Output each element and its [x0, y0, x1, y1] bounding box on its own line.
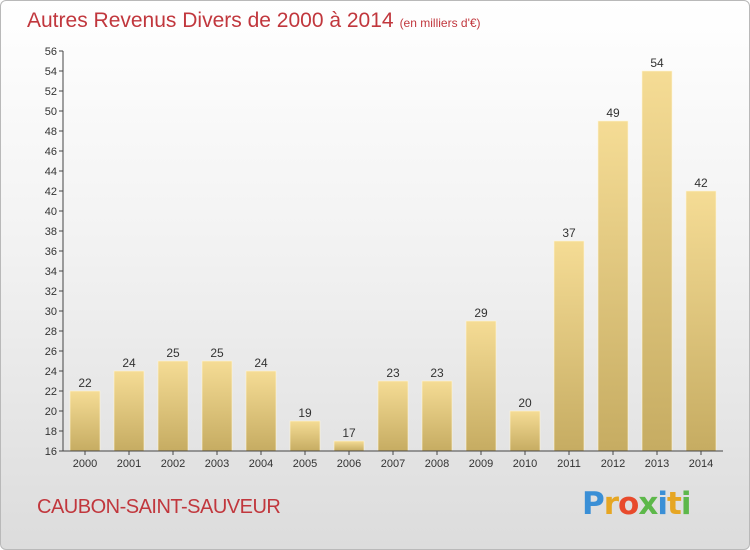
bar [245, 370, 277, 452]
logo-letter: i [680, 486, 692, 522]
bar [377, 380, 409, 452]
bar-value-label: 42 [694, 176, 708, 190]
y-tick-label: 32 [45, 286, 57, 298]
x-axis: 2000 2001 2002 2003 2004 2005 2006 2007 2008 2009… [63, 450, 723, 470]
logo-letter: i [657, 486, 668, 522]
logo-letter: t [666, 486, 682, 522]
bar-value-label: 22 [78, 376, 92, 390]
x-tick-label: 2007 [381, 458, 405, 470]
y-tick-label: 20 [45, 406, 57, 418]
bar-value-label: 37 [562, 226, 576, 240]
x-tick-label: 2008 [425, 458, 449, 470]
logo-letter: P [582, 486, 605, 522]
bar-value-label: 25 [166, 346, 180, 360]
bar [201, 360, 233, 452]
bar [685, 190, 717, 452]
bar [509, 410, 541, 452]
x-tick-label: 2006 [337, 458, 361, 470]
y-tick-label: 48 [45, 126, 57, 138]
bar-value-label: 17 [342, 426, 356, 440]
y-tick-label: 34 [45, 266, 57, 278]
y-tick-label: 42 [45, 186, 57, 198]
logo-letter: x [638, 486, 658, 522]
bar-value-label: 24 [254, 356, 268, 370]
bar [553, 240, 585, 452]
bar-value-label: 54 [650, 56, 664, 70]
y-tick-label: 30 [45, 306, 57, 318]
y-tick-label: 28 [45, 326, 57, 338]
proxiti-logo[interactable]: Proxiti [582, 486, 692, 522]
x-tick-label: 2000 [73, 458, 97, 470]
y-tick-label: 44 [45, 166, 57, 178]
bar [641, 70, 673, 452]
chart-title-text: Autres Revenus Divers de 2000 à 2014 [27, 9, 394, 32]
x-tick-label: 2009 [469, 458, 493, 470]
bar-value-label: 23 [386, 366, 400, 380]
bar [465, 320, 497, 452]
x-tick-label: 2012 [601, 458, 625, 470]
x-tick-label: 2014 [689, 458, 713, 470]
chart-title: Autres Revenus Divers de 2000 à 2014 (en … [27, 9, 481, 33]
y-tick-label: 46 [45, 146, 57, 158]
bar-value-label: 25 [210, 346, 224, 360]
x-tick-label: 2003 [205, 458, 229, 470]
y-tick-label: 16 [45, 446, 57, 458]
y-tick-label: 38 [45, 226, 57, 238]
y-tick-label: 40 [45, 206, 57, 218]
x-tick-label: 2005 [293, 458, 317, 470]
y-tick-label: 56 [45, 46, 57, 58]
x-tick-label: 2004 [249, 458, 273, 470]
x-tick-label: 2002 [161, 458, 185, 470]
y-tick-label: 26 [45, 346, 57, 358]
bar [69, 390, 101, 452]
bar [597, 120, 629, 452]
x-tick-label: 2011 [557, 458, 581, 470]
y-tick-label: 22 [45, 386, 57, 398]
x-tick-label: 2001 [117, 458, 141, 470]
y-tick-label: 52 [45, 86, 57, 98]
y-tick-label: 18 [45, 426, 57, 438]
bar [157, 360, 189, 452]
y-tick-label: 24 [45, 366, 57, 378]
bar-value-label: 23 [430, 366, 444, 380]
chart-subtitle: (en milliers d'€) [399, 16, 481, 30]
y-tick-label: 54 [45, 66, 57, 78]
bar [289, 420, 321, 452]
y-tick-label: 50 [45, 106, 57, 118]
logo-letter: o [618, 486, 639, 522]
bars: 22 24 25 25 24 19 17 23 23 29 20 37 49 54 42 [69, 56, 717, 452]
x-tick-label: 2010 [513, 458, 537, 470]
bar [421, 380, 453, 452]
bar-value-label: 29 [474, 306, 488, 320]
x-tick-label: 2013 [645, 458, 669, 470]
bar [333, 440, 365, 452]
logo-letter: r [603, 486, 619, 522]
bar-value-label: 24 [122, 356, 136, 370]
y-axis: 16 18 20 22 24 26 28 30 32 34 36 38 40 42 44 46 48 50 52 54… [45, 46, 64, 458]
bar-value-label: 20 [518, 396, 532, 410]
bar-value-label: 49 [606, 106, 620, 120]
y-tick-label: 36 [45, 246, 57, 258]
bar-value-label: 19 [298, 406, 312, 420]
bar [113, 370, 145, 452]
location-name: CAUBON-SAINT-SAUVEUR [37, 496, 281, 518]
